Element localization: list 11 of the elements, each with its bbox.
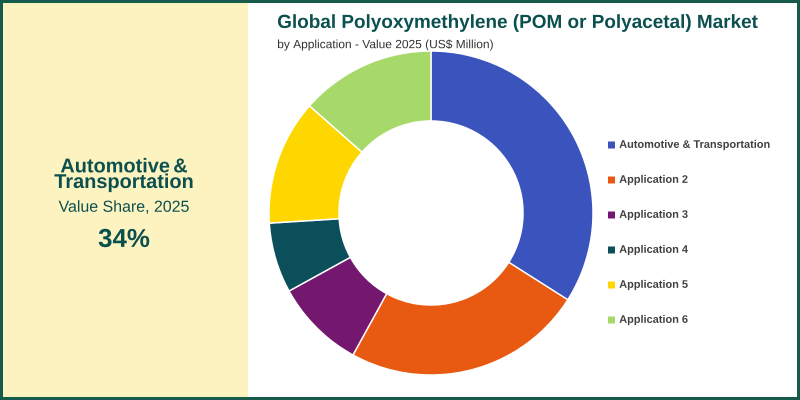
text: 34% (98, 228, 150, 248)
legend-label: Application 3 (619, 210, 688, 220)
text: Automotive & Transportation (54, 158, 193, 192)
legend-label: Application 5 (619, 280, 688, 290)
legend-label: Application 2 (619, 174, 688, 186)
legend-label: Application 6 (619, 314, 688, 326)
chart-title: Global Polyoxymethylene (POM or Polyacetal) Market (278, 14, 758, 32)
text: Value Share, 2025 (58, 200, 189, 214)
legend-label: Automotive & Transportation (619, 140, 770, 150)
legend-label: Application 4 (619, 244, 688, 256)
chart-subtitle: by Application - Value 2025 (US$ Million) (278, 39, 493, 51)
